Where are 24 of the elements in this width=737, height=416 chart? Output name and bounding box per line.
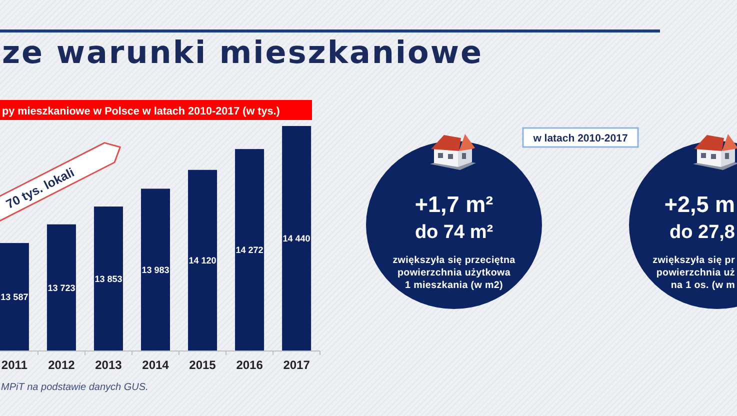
data-label: 14 272 <box>236 245 264 256</box>
text: +2,5 m <box>664 192 735 217</box>
text: zwiększyła się przeciętna powierzchnia użytkowa 1 mieszkania (w m2) <box>392 255 516 291</box>
chart-title: ze warunki mieszkaniowe <box>2 35 484 71</box>
text: w latach 2010-2017 <box>532 132 628 144</box>
x-tick-label: 2015 <box>189 358 216 372</box>
text: do 74 m² <box>414 222 494 243</box>
data-label: 13 983 <box>142 265 170 275</box>
x-tick-label: 2017 <box>283 358 310 372</box>
text: do 27,8 <box>670 222 735 243</box>
x-tick-label: 2016 <box>236 358 264 372</box>
data-label: 13 587 <box>0 292 28 302</box>
chart-subtitle: py mieszkaniowe w Polsce w latach 2010-2017 (w tys.) <box>2 106 280 118</box>
data-label: 13 723 <box>48 282 76 293</box>
text: zwiększyła się pr powierzchnia uż na 1 os. (w m <box>652 255 736 291</box>
x-tick-label: 2014 <box>142 358 170 372</box>
data-label: 14 440 <box>282 234 310 244</box>
data-label: 13 853 <box>94 274 122 284</box>
x-tick-label: 2011 <box>1 358 28 372</box>
data-label: 14 120 <box>188 256 216 266</box>
text: MPiT na podstawie danych GUS. <box>1 382 148 393</box>
text: +1,7 m² <box>414 192 494 217</box>
x-tick-label: 2012 <box>48 358 76 372</box>
x-tick-label: 2013 <box>95 358 122 372</box>
